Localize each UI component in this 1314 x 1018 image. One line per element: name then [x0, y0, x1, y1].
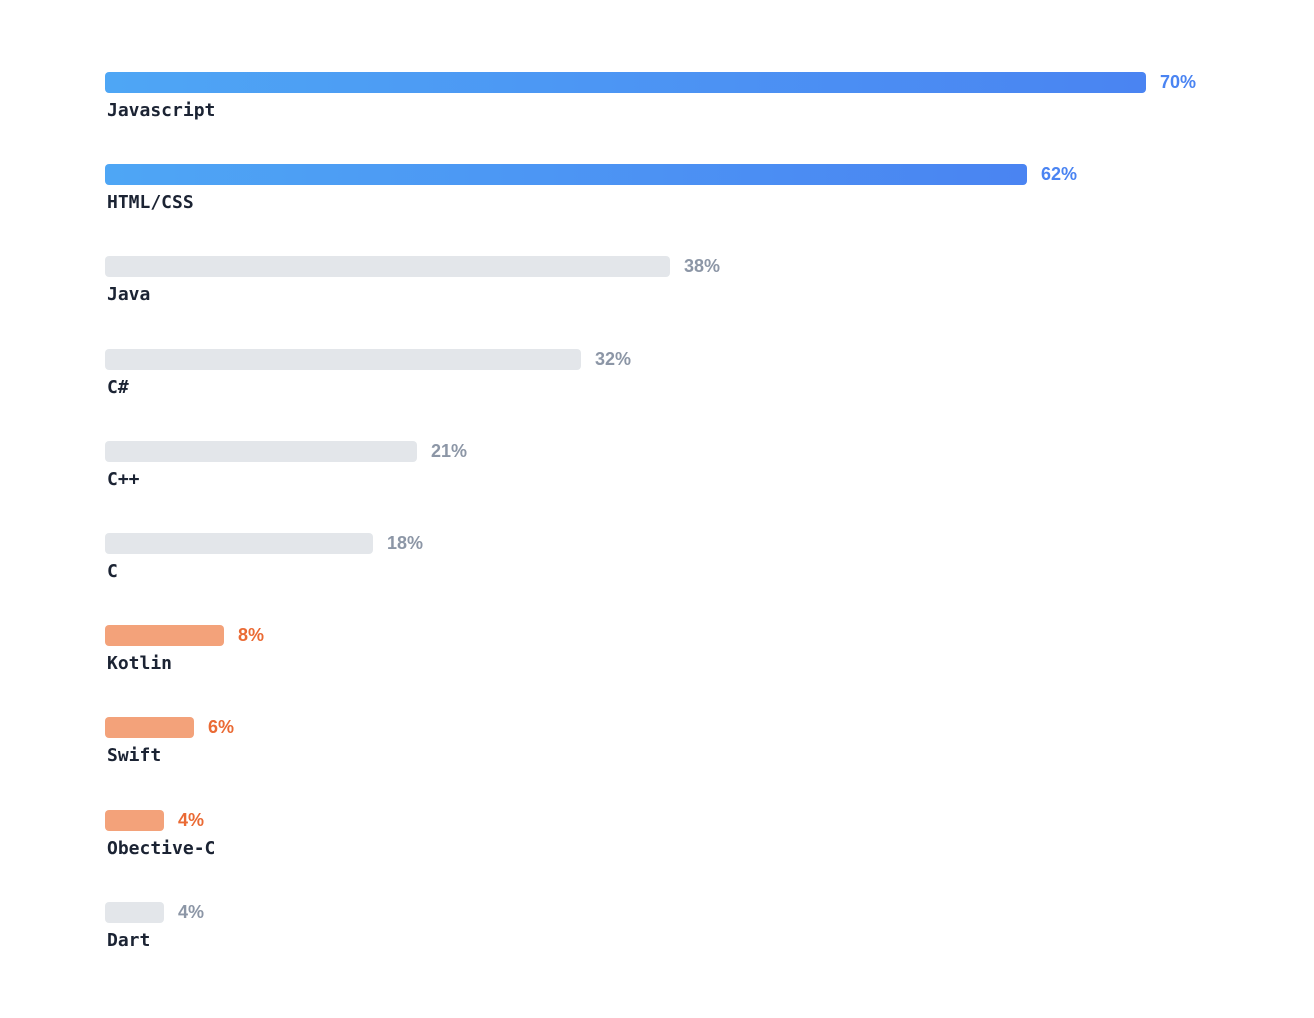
category-label: C#	[107, 376, 129, 398]
bar-row: 21% C++	[105, 440, 1255, 501]
bar	[105, 72, 1146, 93]
category-label: Kotlin	[107, 653, 173, 675]
bar-row: 4% Dart	[105, 901, 1255, 962]
bar-value-label: 8%	[238, 625, 265, 646]
category-label: Dart	[107, 929, 151, 951]
bar	[105, 256, 670, 278]
category-label: Obective-C	[107, 837, 216, 859]
bar-value-label: 38%	[684, 256, 721, 277]
category-label: Java	[107, 284, 151, 306]
bar	[105, 625, 224, 647]
bar-row: 70% Javascript	[105, 72, 1255, 132]
bar	[105, 440, 417, 462]
bar-row: 4% Obective-C	[105, 809, 1255, 870]
bar-value-label: 21%	[431, 440, 468, 461]
bar	[105, 164, 1027, 186]
bar-value-label: 18%	[387, 533, 424, 553]
bar-value-label: 4%	[178, 809, 205, 830]
bar-value-label: 6%	[208, 717, 235, 738]
category-label: Javascript	[107, 100, 216, 121]
bar-value-label: 32%	[595, 348, 632, 369]
bar-row: 18% C	[105, 533, 1255, 593]
bar	[105, 533, 373, 554]
category-label: C++	[107, 468, 140, 490]
bar-row: 32% C#	[105, 348, 1255, 409]
bar-value-label: 70%	[1160, 72, 1197, 92]
bar-row: 38% Java	[105, 256, 1255, 316]
category-label: Swift	[107, 745, 162, 767]
category-label: HTML/CSS	[107, 192, 194, 214]
category-label: C	[107, 561, 118, 582]
bar-value-label: 4%	[178, 901, 205, 922]
bar-row: 62% HTML/CSS	[105, 164, 1255, 224]
bar-value-label: 62%	[1041, 164, 1078, 185]
bar-row: 8% Kotlin	[105, 625, 1255, 685]
bar	[105, 901, 164, 923]
bar	[105, 348, 581, 370]
bar	[105, 717, 194, 739]
bar	[105, 809, 164, 831]
bar-row: 6% Swift	[105, 717, 1255, 777]
